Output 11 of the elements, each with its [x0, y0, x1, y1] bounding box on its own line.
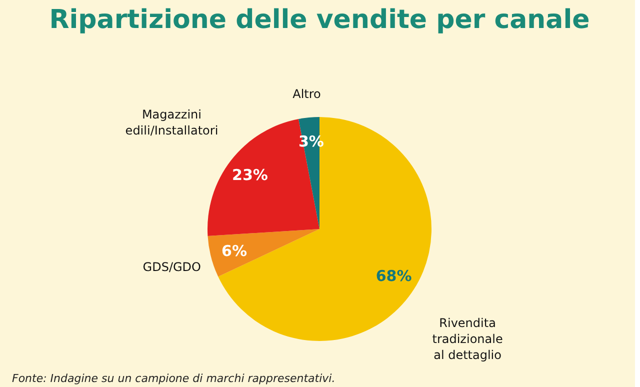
chart-title: Ripartizione delle vendite per canale: [49, 4, 590, 35]
data-label: 6%: [222, 242, 247, 260]
pie-slice: [208, 229, 320, 277]
slice-label: Rivendita tradizionale al dettaglio: [432, 316, 503, 362]
slice-label: GDS/GDO: [142, 260, 201, 274]
source-note: Fonte: Indagine su un campione di marchi rappresentativi.: [12, 372, 336, 385]
data-label: 23%: [232, 166, 268, 184]
slice-label: Magazzini edili/Installatori: [125, 107, 218, 138]
data-label: 68%: [376, 267, 412, 286]
slice-label: Altro: [292, 86, 321, 101]
pie-slice: [218, 117, 432, 341]
